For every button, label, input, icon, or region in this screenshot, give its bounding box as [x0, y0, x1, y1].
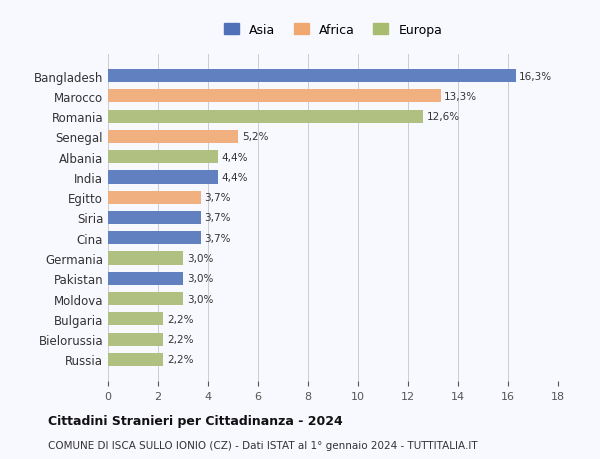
- Text: 2,2%: 2,2%: [167, 355, 193, 364]
- Bar: [108, 171, 218, 184]
- Bar: [108, 151, 218, 164]
- Text: 2,2%: 2,2%: [167, 314, 193, 324]
- Text: 12,6%: 12,6%: [427, 112, 460, 122]
- Text: COMUNE DI ISCA SULLO IONIO (CZ) - Dati ISTAT al 1° gennaio 2024 - TUTTITALIA.IT: COMUNE DI ISCA SULLO IONIO (CZ) - Dati I…: [48, 440, 478, 450]
- Text: Cittadini Stranieri per Cittadinanza - 2024: Cittadini Stranieri per Cittadinanza - 2…: [48, 414, 343, 427]
- Bar: [108, 191, 200, 204]
- Text: 4,4%: 4,4%: [222, 173, 248, 183]
- Bar: [108, 232, 200, 245]
- Text: 5,2%: 5,2%: [242, 132, 268, 142]
- Bar: [108, 110, 423, 123]
- Bar: [108, 353, 163, 366]
- Bar: [108, 272, 183, 285]
- Text: 16,3%: 16,3%: [519, 72, 553, 81]
- Bar: [108, 130, 238, 144]
- Text: 4,4%: 4,4%: [222, 152, 248, 162]
- Legend: Asia, Africa, Europa: Asia, Africa, Europa: [219, 19, 447, 42]
- Bar: [108, 90, 440, 103]
- Bar: [108, 333, 163, 346]
- Text: 3,7%: 3,7%: [204, 213, 231, 223]
- Bar: [108, 70, 515, 83]
- Text: 3,0%: 3,0%: [187, 253, 213, 263]
- Text: 2,2%: 2,2%: [167, 334, 193, 344]
- Text: 3,0%: 3,0%: [187, 274, 213, 284]
- Bar: [108, 292, 183, 306]
- Bar: [108, 212, 200, 224]
- Bar: [108, 252, 183, 265]
- Text: 3,7%: 3,7%: [204, 193, 231, 203]
- Text: 3,7%: 3,7%: [204, 233, 231, 243]
- Text: 13,3%: 13,3%: [444, 92, 478, 102]
- Text: 3,0%: 3,0%: [187, 294, 213, 304]
- Bar: [108, 313, 163, 326]
